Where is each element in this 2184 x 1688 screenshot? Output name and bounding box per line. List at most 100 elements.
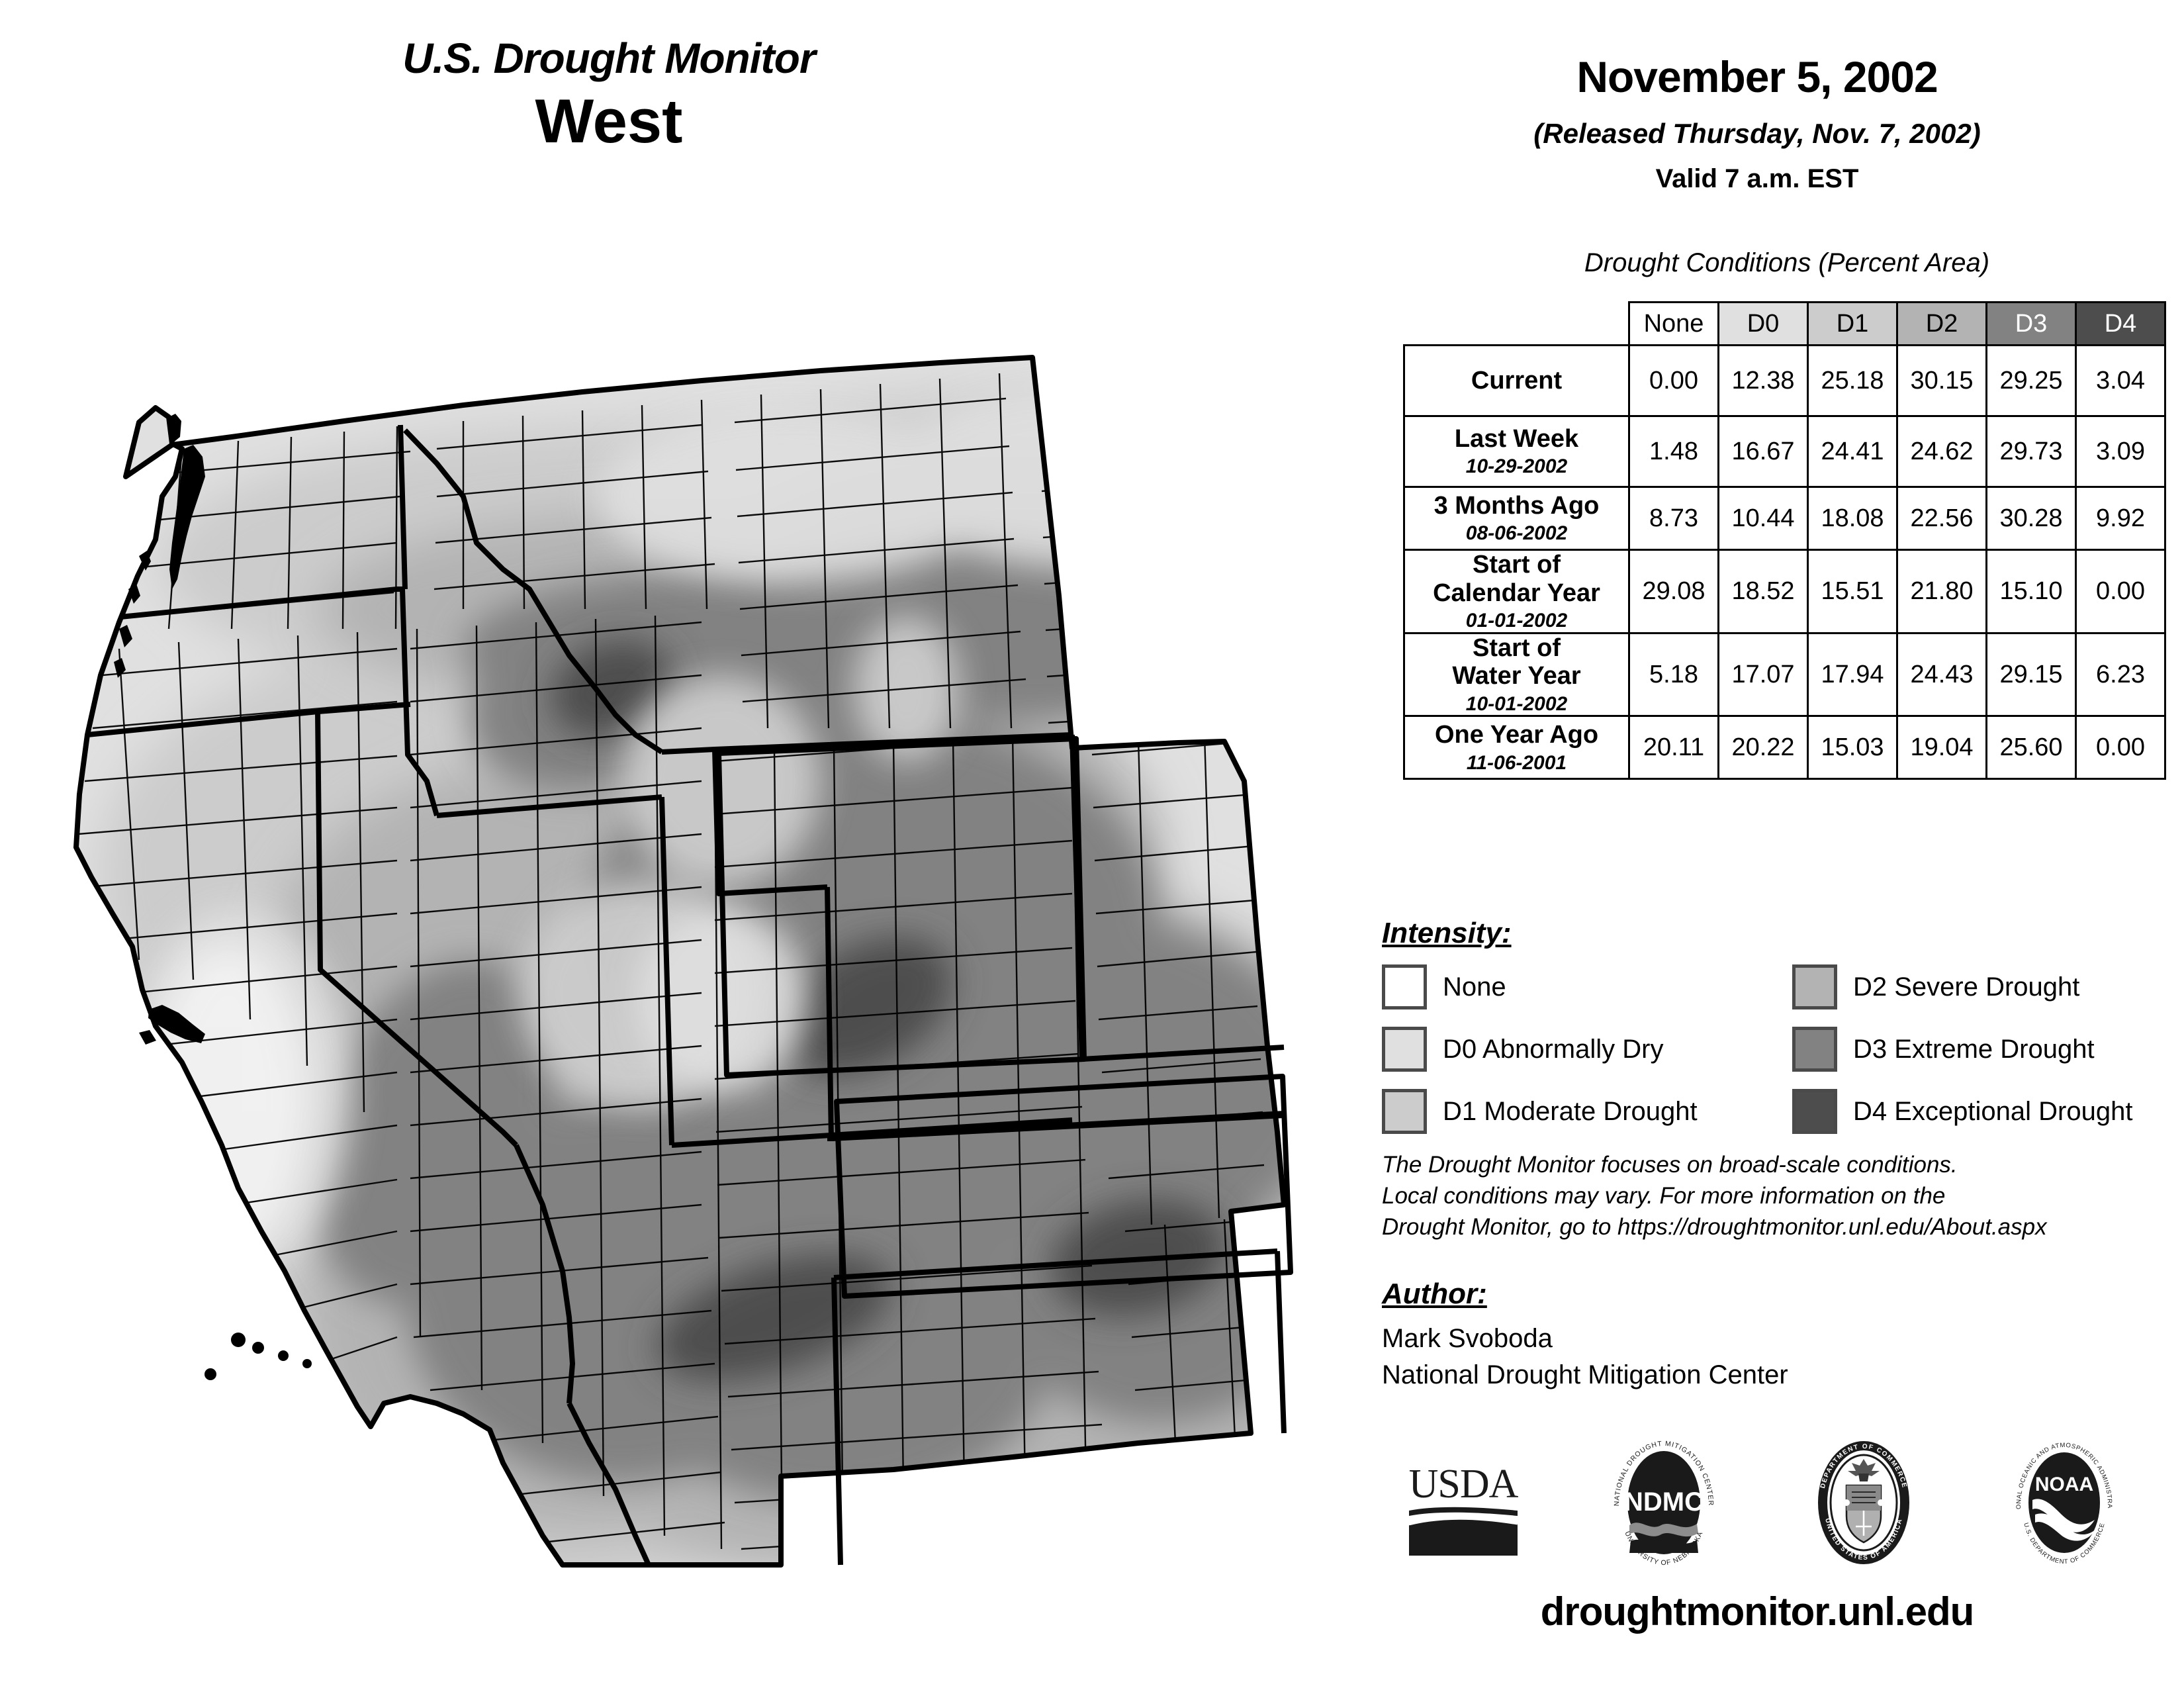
legend-row: D1 Moderate Drought D4 Exceptional Droug…: [1382, 1088, 2150, 1135]
ndmc-logo[interactable]: NDMC NATIONAL DROUGHT MITIGATION CENTER …: [1598, 1436, 1730, 1569]
cell-current-d0: 12.38: [1717, 344, 1809, 417]
cell-wateryear-d4: 6.23: [2075, 632, 2166, 718]
doc-logo[interactable]: DEPARTMENT OF COMMERCE UNITED STATES OF …: [1797, 1436, 1930, 1569]
row-title: Start of Calendar Year: [1433, 551, 1600, 607]
svg-text:USDA: USDA: [1409, 1462, 1519, 1507]
page-title-line1: U.S. Drought Monitor: [402, 34, 815, 82]
intensity-legend: None D2 Severe Drought D0 Abnormally Dry…: [1382, 963, 2150, 1150]
table-row: Start of Water Year 10-01-2002 5.18 17.0…: [1403, 632, 2166, 718]
legend-label-d0: D0 Abnormally Dry: [1443, 1034, 1664, 1064]
cell-current-d1: 25.18: [1807, 344, 1898, 417]
intensity-heading: Intensity:: [1382, 917, 1512, 949]
cell-3months-d2: 22.56: [1896, 486, 1987, 551]
valid-time: Valid 7 a.m. EST: [1655, 164, 1859, 193]
footer-url[interactable]: droughtmonitor.unl.edu: [1540, 1589, 1975, 1634]
author-name: Mark Svoboda: [1382, 1324, 1553, 1353]
svg-text:NOAA: NOAA: [2035, 1474, 2093, 1495]
legend-row: None D2 Severe Drought: [1382, 963, 2150, 1011]
disclaimer-text: The Drought Monitor focuses on broad-sca…: [1382, 1150, 2163, 1243]
cell-wateryear-none: 5.18: [1628, 632, 1719, 718]
column-header-none: None: [1628, 301, 1719, 346]
cell-wateryear-d2: 24.43: [1896, 632, 1987, 718]
swatch-none-icon: [1382, 964, 1427, 1009]
info-panel: November 5, 2002 (Released Thursday, Nov…: [1350, 0, 2166, 1688]
legend-label-d3: D3 Extreme Drought: [1853, 1034, 2095, 1064]
release-date: (Released Thursday, Nov. 7, 2002): [1533, 118, 1981, 149]
cell-3months-d3: 30.28: [1985, 486, 2077, 551]
page-title-region: West: [535, 86, 683, 156]
agency-logos: USDA NDMC NAT: [1363, 1427, 2164, 1579]
column-header-d3: D3: [1985, 301, 2077, 346]
table-corner-cell: [1404, 302, 1629, 346]
cell-calyear-d4: 0.00: [2075, 549, 2166, 634]
row-date: 10-29-2002: [1465, 455, 1568, 478]
author-organization: National Drought Mitigation Center: [1382, 1360, 1788, 1389]
swatch-d1-icon: [1382, 1089, 1427, 1134]
state-boundaries: [73, 355, 1293, 1568]
swatch-d4-icon: [1792, 1089, 1837, 1134]
column-header-d1: D1: [1807, 301, 1898, 346]
row-label-one-year-ago: One Year Ago 11-06-2001: [1403, 715, 1630, 780]
row-date: 01-01-2002: [1465, 610, 1568, 632]
row-label-start-calendar-year: Start of Calendar Year 01-01-2002: [1403, 549, 1630, 634]
swatch-d2-icon: [1792, 964, 1837, 1009]
report-date: November 5, 2002: [1576, 52, 1938, 101]
row-title: One Year Ago: [1434, 721, 1599, 749]
cell-lastweek-d2: 24.62: [1896, 415, 1987, 488]
table-header-row: None D0 D1 D2 D3 D4: [1404, 301, 2166, 346]
cell-calyear-d2: 21.80: [1896, 549, 1987, 634]
svg-text:NDMC: NDMC: [1624, 1487, 1704, 1517]
noaa-logo[interactable]: NOAA NATIONAL OCEANIC AND ATMOSPHERIC AD…: [1998, 1436, 2130, 1569]
drought-map[interactable]: [40, 278, 1337, 1595]
row-title: Last Week: [1454, 424, 1579, 453]
legend-item-none: None: [1382, 964, 1792, 1009]
disclaimer-line-2: Local conditions may vary. For more info…: [1382, 1182, 1946, 1209]
cell-current-none: 0.00: [1628, 344, 1719, 417]
table-row: Last Week 10-29-2002 1.48 16.67 24.41 24…: [1403, 415, 2166, 488]
legend-item-d4: D4 Exceptional Drought: [1792, 1089, 2150, 1134]
cell-3months-none: 8.73: [1628, 486, 1719, 551]
cell-calyear-d3: 15.10: [1985, 549, 2077, 634]
usda-logo[interactable]: USDA: [1397, 1436, 1529, 1569]
legend-label-none: None: [1443, 972, 1506, 1002]
swatch-d3-icon: [1792, 1027, 1837, 1072]
cell-3months-d4: 9.92: [2075, 486, 2166, 551]
legend-row: D0 Abnormally Dry D3 Extreme Drought: [1382, 1025, 2150, 1073]
drought-intensity-layer: [76, 357, 1284, 1565]
cell-calyear-d0: 18.52: [1717, 549, 1809, 634]
disclaimer-line-3: Drought Monitor, go to https://droughtmo…: [1382, 1213, 2047, 1240]
row-date: 10-01-2002: [1465, 692, 1568, 715]
cell-calyear-d1: 15.51: [1807, 549, 1898, 634]
row-label-last-week: Last Week 10-29-2002: [1403, 415, 1630, 488]
cell-oneyear-d4: 0.00: [2075, 715, 2166, 780]
row-title: Start of Water Year: [1452, 633, 1581, 690]
legend-item-d3: D3 Extreme Drought: [1792, 1027, 2150, 1072]
cell-3months-d0: 10.44: [1717, 486, 1809, 551]
legend-item-d2: D2 Severe Drought: [1792, 964, 2150, 1009]
row-label-start-water-year: Start of Water Year 10-01-2002: [1403, 632, 1630, 718]
legend-label-d1: D1 Moderate Drought: [1443, 1096, 1698, 1126]
table-row: 3 Months Ago 08-06-2002 8.73 10.44 18.08…: [1403, 486, 2166, 551]
cell-wateryear-d1: 17.94: [1807, 632, 1898, 718]
cell-wateryear-d3: 29.15: [1985, 632, 2077, 718]
cell-current-d4: 3.04: [2075, 344, 2166, 417]
legend-label-d4: D4 Exceptional Drought: [1853, 1096, 2133, 1126]
row-date: 08-06-2002: [1465, 522, 1568, 545]
cell-current-d2: 30.15: [1896, 344, 1987, 417]
column-header-d2: D2: [1896, 301, 1987, 346]
table-caption: Drought Conditions (Percent Area): [1584, 248, 1990, 277]
map-title-block: U.S. Drought Monitor West: [218, 36, 999, 154]
column-header-d4: D4: [2075, 301, 2166, 346]
cell-oneyear-d0: 20.22: [1717, 715, 1809, 780]
row-title: 3 Months Ago: [1433, 491, 1600, 520]
legend-label-d2: D2 Severe Drought: [1853, 972, 2080, 1002]
cell-current-d3: 29.25: [1985, 344, 2077, 417]
cell-calyear-none: 29.08: [1628, 549, 1719, 634]
row-label-3-months-ago: 3 Months Ago 08-06-2002: [1403, 486, 1630, 551]
row-title: Current: [1471, 366, 1563, 395]
cell-3months-d1: 18.08: [1807, 486, 1898, 551]
cell-lastweek-none: 1.48: [1628, 415, 1719, 488]
cell-wateryear-d0: 17.07: [1717, 632, 1809, 718]
table-row: Current 0.00 12.38 25.18 30.15 29.25 3.0…: [1403, 344, 2166, 417]
